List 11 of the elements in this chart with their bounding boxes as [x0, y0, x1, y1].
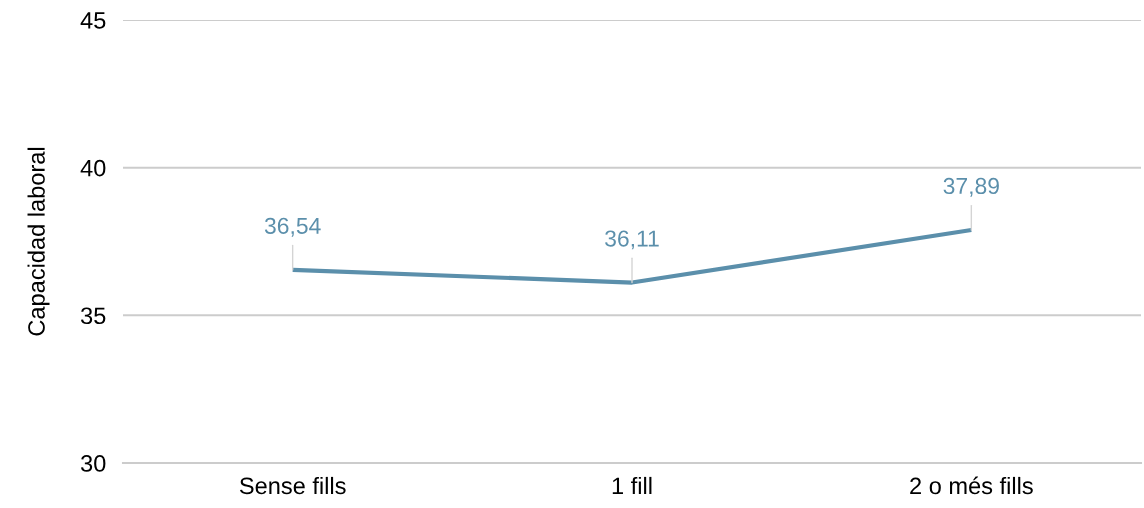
y-tick-label: 40: [80, 159, 106, 177]
y-axis-title: Capacidad laboral: [27, 147, 50, 336]
x-tick-label: 1 fill: [612, 476, 652, 494]
y-tick-label: 35: [80, 307, 106, 325]
x-tick-label: Sense fills: [239, 476, 346, 495]
x-tick-label: 2 o més fills: [910, 476, 1033, 495]
y-tick-label: 30: [80, 455, 106, 472]
data-label: 36,54: [264, 217, 321, 237]
data-label: 37,89: [943, 177, 999, 197]
data-label: 36,11: [605, 230, 659, 250]
y-tick-label: 45: [80, 12, 106, 29]
